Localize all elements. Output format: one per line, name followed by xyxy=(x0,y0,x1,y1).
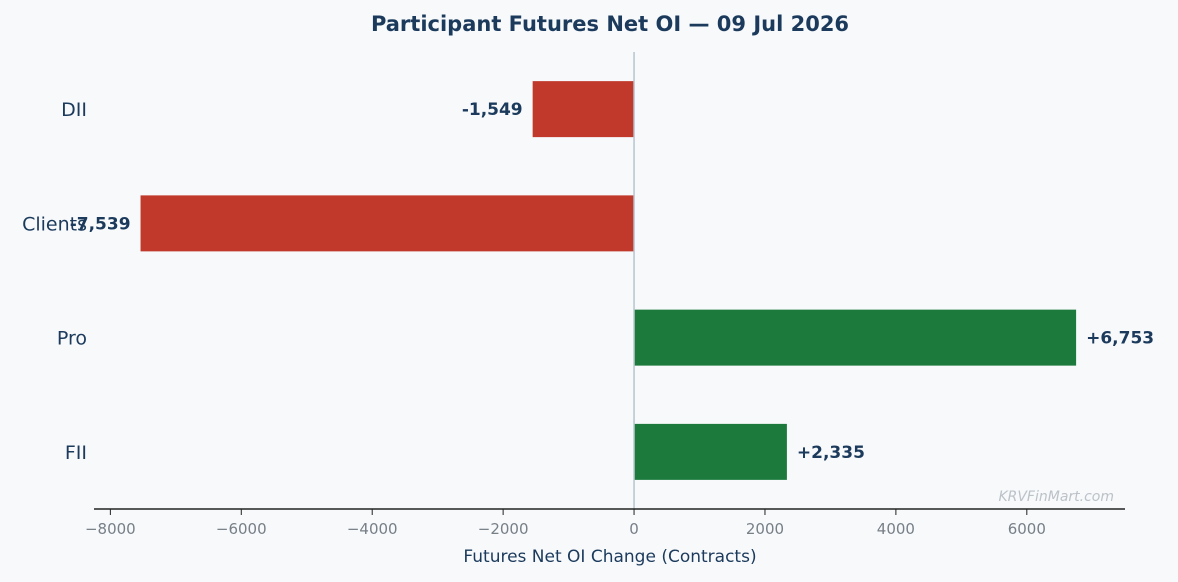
bar-dii xyxy=(532,81,635,138)
x-tick-label: −2000 xyxy=(478,520,529,538)
x-tick-label: 2000 xyxy=(746,520,784,538)
bar-clients xyxy=(140,195,635,252)
data-label-clients: -7,539 xyxy=(70,214,131,234)
bar-fii xyxy=(634,423,787,480)
data-label-dii: -1,549 xyxy=(462,100,523,120)
category-label-fii: FII xyxy=(65,442,87,464)
x-axis-label: Futures Net OI Change (Contracts) xyxy=(463,547,756,567)
bars-layer xyxy=(140,52,1077,509)
category-label-pro: Pro xyxy=(57,328,87,350)
category-label-dii: DII xyxy=(61,99,87,121)
x-axis-ticks: −8000 −6000 −4000 −2000 0 2000 4000 6000 xyxy=(85,509,1046,538)
data-label-fii: +2,335 xyxy=(797,443,865,463)
x-tick-label: 0 xyxy=(629,520,639,538)
x-tick-label: −4000 xyxy=(347,520,398,538)
x-tick-label: −8000 xyxy=(85,520,136,538)
watermark-text: KRVFinMart.com xyxy=(998,489,1114,505)
data-label-pro: +6,753 xyxy=(1086,329,1154,349)
category-label-clients: Clients xyxy=(22,213,87,235)
bar-pro xyxy=(634,309,1077,366)
chart-title: Participant Futures Net OI — 09 Jul 2026 xyxy=(371,12,849,36)
x-tick-label: 4000 xyxy=(877,520,915,538)
x-tick-label: −6000 xyxy=(216,520,267,538)
x-tick-label: 6000 xyxy=(1008,520,1046,538)
labels-layer: DII -1,549 Clients-7,539 Pro +6,753 FII +2,335 xyxy=(22,99,1154,464)
